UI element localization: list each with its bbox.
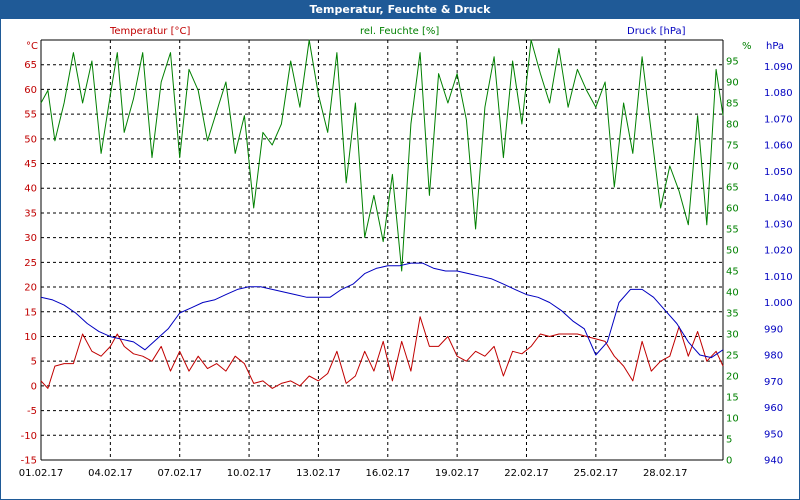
- pressure-tick-label: 1.050: [764, 167, 793, 178]
- grid: [41, 40, 723, 460]
- humidity-tick-label: 25: [726, 351, 739, 362]
- temperature-tick-label: 10: [24, 332, 37, 343]
- temperature-tick-label: 55: [24, 110, 37, 121]
- humidity-tick-label: 50: [726, 246, 739, 257]
- pressure-tick-label: 1.080: [764, 88, 793, 99]
- humidity-tick-label: 5: [726, 435, 732, 446]
- x-tick-label: 13.02.17: [296, 468, 341, 479]
- humidity-tick-label: 45: [726, 267, 739, 278]
- x-tick-label: 04.02.17: [88, 468, 133, 479]
- x-tick-label: 25.02.17: [574, 468, 619, 479]
- temperature-tick-label: 60: [24, 85, 37, 96]
- temperature-line: [40, 316, 724, 389]
- humidity-tick-label: 90: [726, 78, 739, 89]
- temperature-tick-label: 65: [24, 60, 37, 71]
- pressure-tick-label: 980: [764, 351, 783, 362]
- temperature-tick-label: 15: [24, 307, 37, 318]
- humidity-tick-label: 10: [726, 414, 739, 425]
- axis-lines: [40, 39, 724, 461]
- humidity-tick-label: 75: [726, 141, 739, 152]
- x-tick-label: 22.02.17: [504, 468, 549, 479]
- x-axis: 01.02.17 04.02.17 07.02.17 10.02.17 13.02.17…: [19, 468, 688, 479]
- humidity-tick-label: 55: [726, 225, 739, 236]
- temperature-tick-label: 25: [24, 258, 37, 269]
- x-tick-label: 07.02.17: [157, 468, 202, 479]
- pressure-tick-label: 1.090: [764, 62, 793, 73]
- humidity-tick-label: 20: [726, 372, 739, 383]
- pressure-tick-label: 990: [764, 324, 783, 335]
- pressure-tick-label: 1.000: [764, 298, 793, 309]
- temperature-tick-label: 40: [24, 184, 37, 195]
- temperature-tick-label: -10: [21, 431, 37, 442]
- pressure-axis: 940 950 960 970 980 990 1.000 1.010 1.020 1.030 1.…: [764, 62, 793, 467]
- temperature-tick-label: -5: [27, 406, 37, 417]
- pressure-tick-label: 1.060: [764, 141, 793, 152]
- temperature-tick-label: 35: [24, 208, 37, 219]
- pressure-line: [40, 262, 724, 359]
- humidity-line: [40, 39, 724, 272]
- pressure-tick-label: 1.030: [764, 219, 793, 230]
- pressure-tick-label: 1.020: [764, 246, 793, 257]
- humidity-tick-label: 35: [726, 309, 739, 320]
- humidity-tick-label: 70: [726, 162, 739, 173]
- humidity-tick-label: 30: [726, 330, 739, 341]
- chart-title: Temperatur, Feuchte & Druck: [1, 1, 799, 19]
- humidity-tick-label: 40: [726, 288, 739, 299]
- x-tick-label: 10.02.17: [227, 468, 272, 479]
- pressure-tick-label: 1.010: [764, 272, 793, 283]
- humidity-unit-label: %: [742, 41, 752, 52]
- humidity-tick-label: 65: [726, 183, 739, 194]
- pressure-tick-label: 950: [764, 429, 783, 440]
- legend-pressure: Druck [hPa]: [627, 26, 686, 37]
- temperature-tick-label: -15: [21, 456, 37, 467]
- temperature-tick-label: 45: [24, 159, 37, 170]
- temperature-axis: -15 -10 -5 0 5 10 15 20 25 30 35 40 45 50 55 60 65: [21, 60, 37, 466]
- temperature-tick-label: 30: [24, 233, 37, 244]
- pressure-unit-label: hPa: [766, 41, 784, 52]
- humidity-tick-label: 85: [726, 99, 739, 110]
- temperature-tick-label: 5: [31, 357, 37, 368]
- humidity-tick-label: 95: [726, 57, 739, 68]
- pressure-tick-label: 960: [764, 403, 783, 414]
- humidity-tick-label: 80: [726, 120, 739, 131]
- temperature-unit-label: °C: [26, 41, 38, 52]
- temperature-tick-label: 20: [24, 283, 37, 294]
- x-tick-label: 19.02.17: [435, 468, 480, 479]
- pressure-tick-label: 970: [764, 377, 783, 388]
- x-tick-label: 01.02.17: [19, 468, 64, 479]
- humidity-tick-label: 15: [726, 393, 739, 404]
- series-lines: [40, 39, 724, 389]
- temperature-tick-label: 50: [24, 134, 37, 145]
- humidity-axis: 0 5 10 15 20 25 30 35 40 45 50 55 60 65 70 75 80 85 90 95: [726, 57, 739, 467]
- legend-humidity: rel. Feuchte [%]: [360, 26, 439, 37]
- legend-temperature: Temperatur [°C]: [109, 26, 190, 37]
- humidity-tick-label: 60: [726, 204, 739, 215]
- humidity-tick-label: 0: [726, 456, 732, 467]
- pressure-tick-label: 940: [764, 456, 783, 467]
- x-tick-label: 16.02.17: [366, 468, 411, 479]
- x-tick-label: 28.02.17: [643, 468, 688, 479]
- pressure-tick-label: 1.070: [764, 114, 793, 125]
- pressure-tick-label: 1.040: [764, 193, 793, 204]
- temperature-tick-label: 0: [31, 381, 37, 392]
